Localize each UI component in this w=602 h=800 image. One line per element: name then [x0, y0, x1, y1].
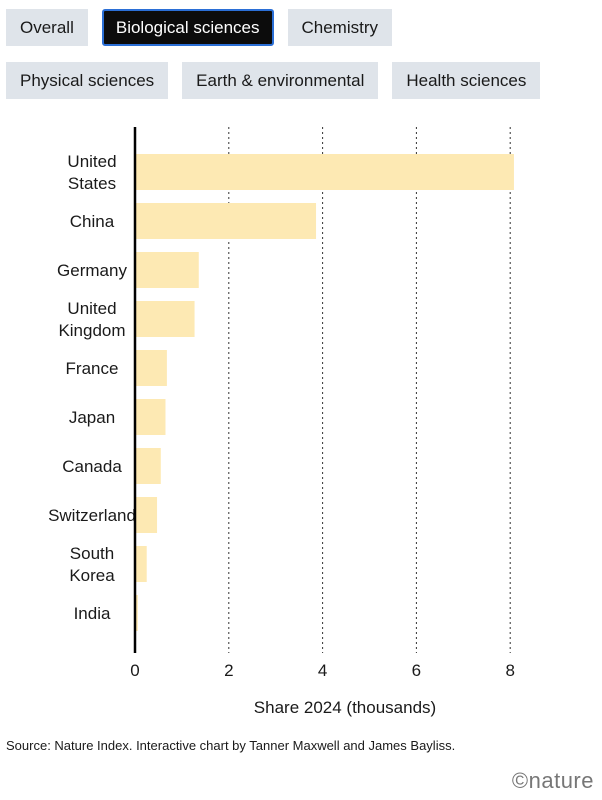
x-tick-label-1: 2: [224, 661, 233, 680]
category-label-2: Germany: [57, 261, 127, 280]
tab-health-sciences[interactable]: Health sciences: [392, 62, 541, 99]
bar-2: [135, 252, 199, 288]
category-label-9: India: [74, 604, 111, 623]
bar-5: [135, 399, 166, 435]
category-label-5: Japan: [69, 408, 115, 427]
x-tick-label-0: 0: [130, 661, 139, 680]
category-label-8: South Korea: [69, 544, 115, 585]
category-label-0: United States: [67, 152, 116, 193]
x-axis-title: Share 2024 (thousands): [254, 698, 436, 717]
x-tick-label-2: 4: [318, 661, 327, 680]
category-label-7: Switzerland: [48, 506, 136, 525]
nature-logo: ©nature: [511, 768, 594, 793]
category-label-1: China: [70, 212, 115, 231]
bar-chart: United States China Germany United Kingdom Fra…: [48, 127, 515, 717]
tab-biological-sciences[interactable]: Biological sciences: [101, 9, 274, 46]
bar-3: [135, 301, 195, 337]
x-tick-label-4: 8: [505, 661, 514, 680]
bar-7: [135, 497, 158, 533]
bar-1: [135, 203, 317, 239]
tab-physical-sciences[interactable]: Physical sciences: [6, 62, 169, 99]
category-label-3: United Kingdom: [58, 299, 125, 340]
tab-chemistry[interactable]: Chemistry: [287, 9, 393, 46]
bar-0: [135, 154, 514, 190]
x-tick-label-3: 6: [412, 661, 421, 680]
filter-row-1: Overall Biological sciences Chemistry: [6, 9, 393, 46]
tab-overall[interactable]: Overall: [6, 9, 88, 46]
bar-4: [135, 350, 167, 386]
category-label-4: France: [66, 359, 119, 378]
category-label-6: Canada: [62, 457, 122, 476]
bar-6: [135, 448, 161, 484]
tab-earth-environmental[interactable]: Earth & environmental: [182, 62, 379, 99]
bar-9: [135, 595, 138, 631]
bar-8: [135, 546, 147, 582]
filter-row-2: Physical sciences Earth & environmental …: [6, 62, 541, 99]
source-note: Source: Nature Index. Interactive chart …: [6, 738, 456, 753]
